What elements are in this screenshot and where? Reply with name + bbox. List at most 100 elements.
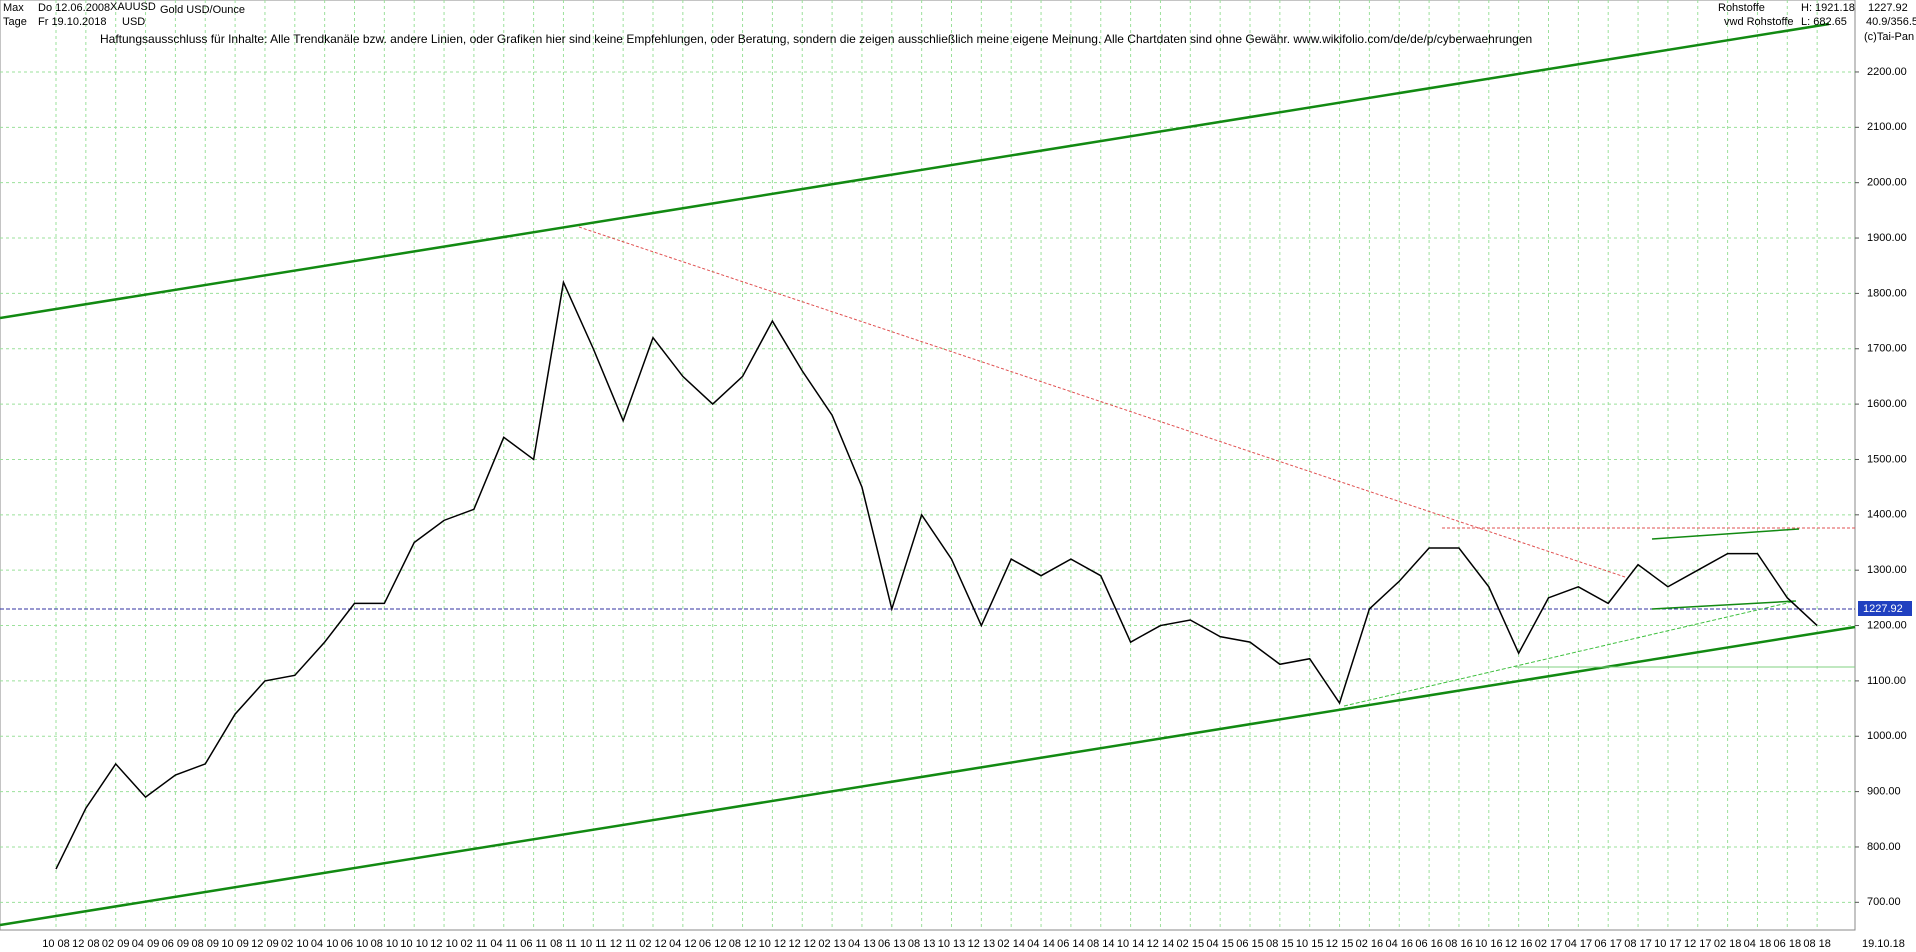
x-tick-label: 06 10: [341, 938, 369, 950]
x-tick-label: 10 08: [42, 938, 70, 950]
upper-channel: [0, 22, 1830, 320]
x-tick-label: 08 16: [1445, 938, 1473, 950]
x-tick-label: 12 12: [788, 938, 816, 950]
x-tick-label: 04 18: [1744, 938, 1772, 950]
y-tick-label: 1800.00: [1867, 287, 1907, 299]
red-trend: [578, 226, 1626, 578]
symbol: XAUUSD: [110, 1, 156, 13]
x-tick-label: 06 18: [1774, 938, 1802, 950]
x-tick-label: 04 17: [1565, 938, 1593, 950]
x-tick-label: 10 12: [759, 938, 787, 950]
x-tick-label: 08 14: [1087, 938, 1115, 950]
copyright: (c)Tai-Pan: [1864, 31, 1914, 43]
ratio: 40.9/356.5: [1866, 16, 1916, 28]
y-tick-label: 800.00: [1867, 841, 1901, 853]
x-tick-label: 12 16: [1505, 938, 1533, 950]
x-tick-label: 12 09: [251, 938, 279, 950]
y-tick-label: 2000.00: [1867, 177, 1907, 189]
low: L: 682.65: [1801, 16, 1847, 28]
y-tick-label: 1200.00: [1867, 619, 1907, 631]
x-tick-label: 06 14: [1057, 938, 1085, 950]
high: H: 1921.18: [1801, 2, 1855, 14]
x-tick-label: 06 12: [699, 938, 727, 950]
x-tick-label: 06 13: [878, 938, 906, 950]
x-tick-label: 08 09: [191, 938, 219, 950]
x-tick-label: 10 16: [1475, 938, 1503, 950]
y-tick-label: 900.00: [1867, 786, 1901, 798]
lower-channel: [0, 625, 1856, 927]
y-tick-label: 1400.00: [1867, 509, 1907, 521]
x-tick-label: 12 11: [610, 938, 637, 950]
price-box-label: 1227.92: [1863, 603, 1903, 615]
x-tick-label: 12 14: [1147, 938, 1175, 950]
x-tick-label: 06 16: [1415, 938, 1443, 950]
x-tick-label: 10 09: [221, 938, 249, 950]
x-tick-label: 12 17: [1684, 938, 1712, 950]
x-tick-label: 10 14: [1117, 938, 1145, 950]
x-tick-label: 02 18: [1714, 938, 1742, 950]
x-tick-label: 04 15: [1206, 938, 1234, 950]
x-tick-label: 06 17: [1594, 938, 1622, 950]
x-tick-label: 02 13: [818, 938, 846, 950]
plot-frame: [0, 0, 1856, 931]
x-tick-label: 02 17: [1535, 938, 1563, 950]
green-mid: [1651, 600, 1797, 610]
x-tick-label: 04 14: [1027, 938, 1055, 950]
end-date: Fr 19.10.2018: [38, 16, 107, 28]
x-tick-label: 04 13: [848, 938, 876, 950]
y-tick-label: 1100.00: [1867, 675, 1906, 687]
x-tick-label: 04 11: [490, 938, 517, 950]
start-date: Do 12.06.2008: [38, 2, 110, 14]
currency: USD: [122, 16, 145, 28]
x-tick-label: 06 15: [1236, 938, 1264, 950]
y-tick-label: 1900.00: [1867, 232, 1907, 244]
x-tick-label: 02 10: [281, 938, 309, 950]
trend-lines: [0, 22, 1856, 927]
y-tick-label: 1500.00: [1867, 453, 1907, 465]
green-support: [1343, 600, 1797, 707]
x-tick-label: 08 17: [1624, 938, 1652, 950]
market: Rohstoffe: [1718, 2, 1765, 14]
header: Max Do 12.06.2008 XAUUSD Gold USD/Ounce …: [3, 1, 1916, 950]
x-tick-label: 06 11: [520, 938, 547, 950]
x-tick-label: 04 16: [1385, 938, 1413, 950]
x-tick-label: 10 17: [1654, 938, 1682, 950]
x-tick-label: 02 16: [1356, 938, 1384, 950]
x-tick-label: 04 09: [132, 938, 160, 950]
x-tick-label: 08 18: [1803, 938, 1831, 950]
x-tick-label: 02 14: [997, 938, 1025, 950]
y-tick-label: 1000.00: [1867, 730, 1907, 742]
y-tick-label: 1600.00: [1867, 398, 1907, 410]
x-tick-label: 02 11: [461, 938, 488, 950]
y-tick-label: 1700.00: [1867, 343, 1907, 355]
y-tick-label: 1300.00: [1867, 564, 1907, 576]
y-tick-label: 2200.00: [1867, 66, 1907, 78]
x-tick-label: 10 11: [580, 938, 607, 950]
x-tick-label: 12 15: [1326, 938, 1354, 950]
y-tick-label: 2100.00: [1867, 121, 1907, 133]
y-tick-label: 700.00: [1867, 896, 1901, 908]
x-tick-label: 12 13: [968, 938, 996, 950]
x-tick-label: 12 08: [72, 938, 100, 950]
price-box: [1858, 601, 1912, 616]
end-date-axis: 19.10.18: [1862, 938, 1905, 950]
x-tick-label: 08 10: [371, 938, 399, 950]
x-tick-label: 12 10: [430, 938, 458, 950]
x-tick-label: 02 12: [639, 938, 667, 950]
x-tick-label: 02 15: [1177, 938, 1205, 950]
x-tick-label: 02 09: [102, 938, 130, 950]
green-top: [1651, 528, 1800, 540]
x-tick-label: 10 13: [938, 938, 966, 950]
source: vwd Rohstoffe: [1724, 16, 1794, 28]
grid: [0, 0, 1859, 930]
interval: Tage: [3, 16, 27, 28]
price-line: [55, 279, 1818, 870]
x-tick-label: 08 13: [908, 938, 936, 950]
disclaimer: Haftungsausschluss für Inhalte: Alle Tre…: [100, 32, 1532, 46]
last-price: 1227.92: [1868, 2, 1908, 14]
period: Max: [3, 2, 24, 14]
x-tick-label: 08 12: [729, 938, 757, 950]
x-tick-label: 10 10: [400, 938, 428, 950]
instrument: Gold USD/Ounce: [160, 4, 245, 16]
x-tick-label: 04 12: [669, 938, 697, 950]
